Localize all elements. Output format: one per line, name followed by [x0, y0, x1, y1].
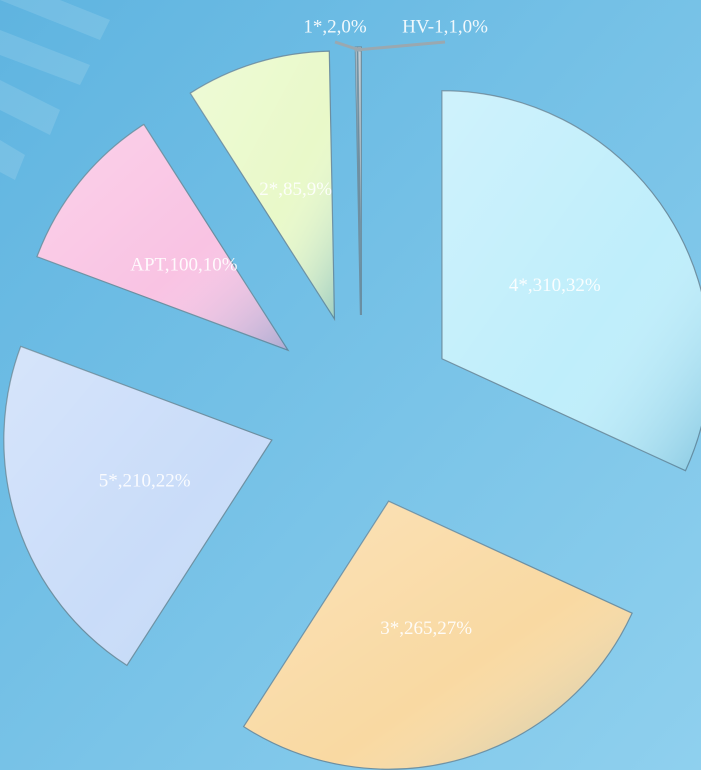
- data-label: 1*,2,0%: [303, 16, 367, 37]
- data-label: 2*,85,9%: [259, 179, 332, 200]
- background-stripes: [0, 0, 110, 180]
- data-label: 3*,265,27%: [380, 618, 472, 639]
- data-label: APT,100,10%: [130, 254, 237, 275]
- data-label: 5*,210,22%: [99, 471, 191, 492]
- data-label: 4*,310,32%: [509, 275, 601, 296]
- labels: 4*,310,32% 3*,265,27% 5*,210,22% APT,100,10…: [99, 16, 601, 639]
- data-label: HV-1,1,0%: [402, 16, 488, 37]
- leader-line: [334, 40, 362, 53]
